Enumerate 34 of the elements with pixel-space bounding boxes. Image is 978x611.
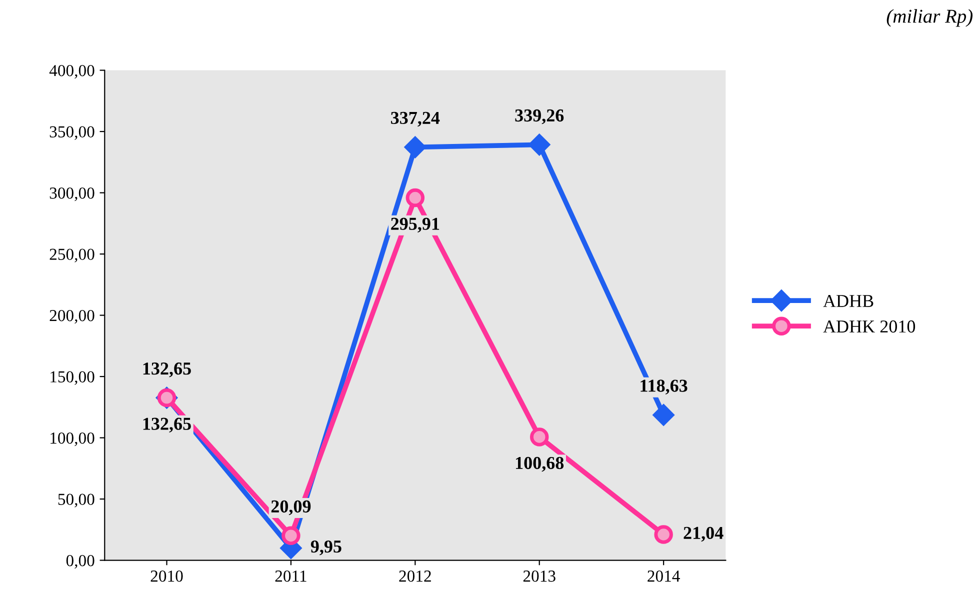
data-label: 118,63 xyxy=(640,380,688,394)
y-tick-label: 150,00 xyxy=(50,371,94,385)
y-tick-label: 100,00 xyxy=(50,432,94,446)
point xyxy=(653,404,674,426)
data-label: 295,91 xyxy=(391,218,440,233)
point xyxy=(404,136,426,158)
point xyxy=(654,525,673,544)
data-label: 132,65 xyxy=(143,418,191,433)
x-tick-label: 2012 xyxy=(399,570,431,582)
point xyxy=(282,526,300,546)
y-tick-label: 0,00 xyxy=(66,554,94,569)
legend-label: ADHB xyxy=(823,294,874,307)
x-tick-label: 2014 xyxy=(648,570,680,582)
x-tick-label: 2011 xyxy=(275,570,306,582)
data-label: 132,65 xyxy=(143,362,191,378)
data-label: 9,95 xyxy=(310,540,342,556)
text: (miliar Rp) xyxy=(886,9,973,27)
point xyxy=(406,188,425,208)
y-tick-label: 350,00 xyxy=(50,126,94,140)
y-tick-label: 50,00 xyxy=(58,494,94,508)
data-label: 21,04 xyxy=(684,526,724,542)
point xyxy=(528,134,550,156)
y-tick-label: 400,00 xyxy=(49,64,94,79)
point xyxy=(530,428,549,446)
data-label: 20,09 xyxy=(271,500,311,516)
x-tick-label: 2010 xyxy=(150,570,183,582)
data-label: 100,68 xyxy=(516,456,564,472)
y-tick-label: 300,00 xyxy=(50,187,94,202)
x-tick-label: 2013 xyxy=(523,570,556,582)
data-label: 339,26 xyxy=(515,109,564,124)
legend-label: ADHK 2010 xyxy=(823,320,916,333)
data-label: 337,24 xyxy=(391,112,440,127)
y-tick-label: 250,00 xyxy=(50,248,94,262)
y-tick-label: 200,00 xyxy=(50,310,94,324)
